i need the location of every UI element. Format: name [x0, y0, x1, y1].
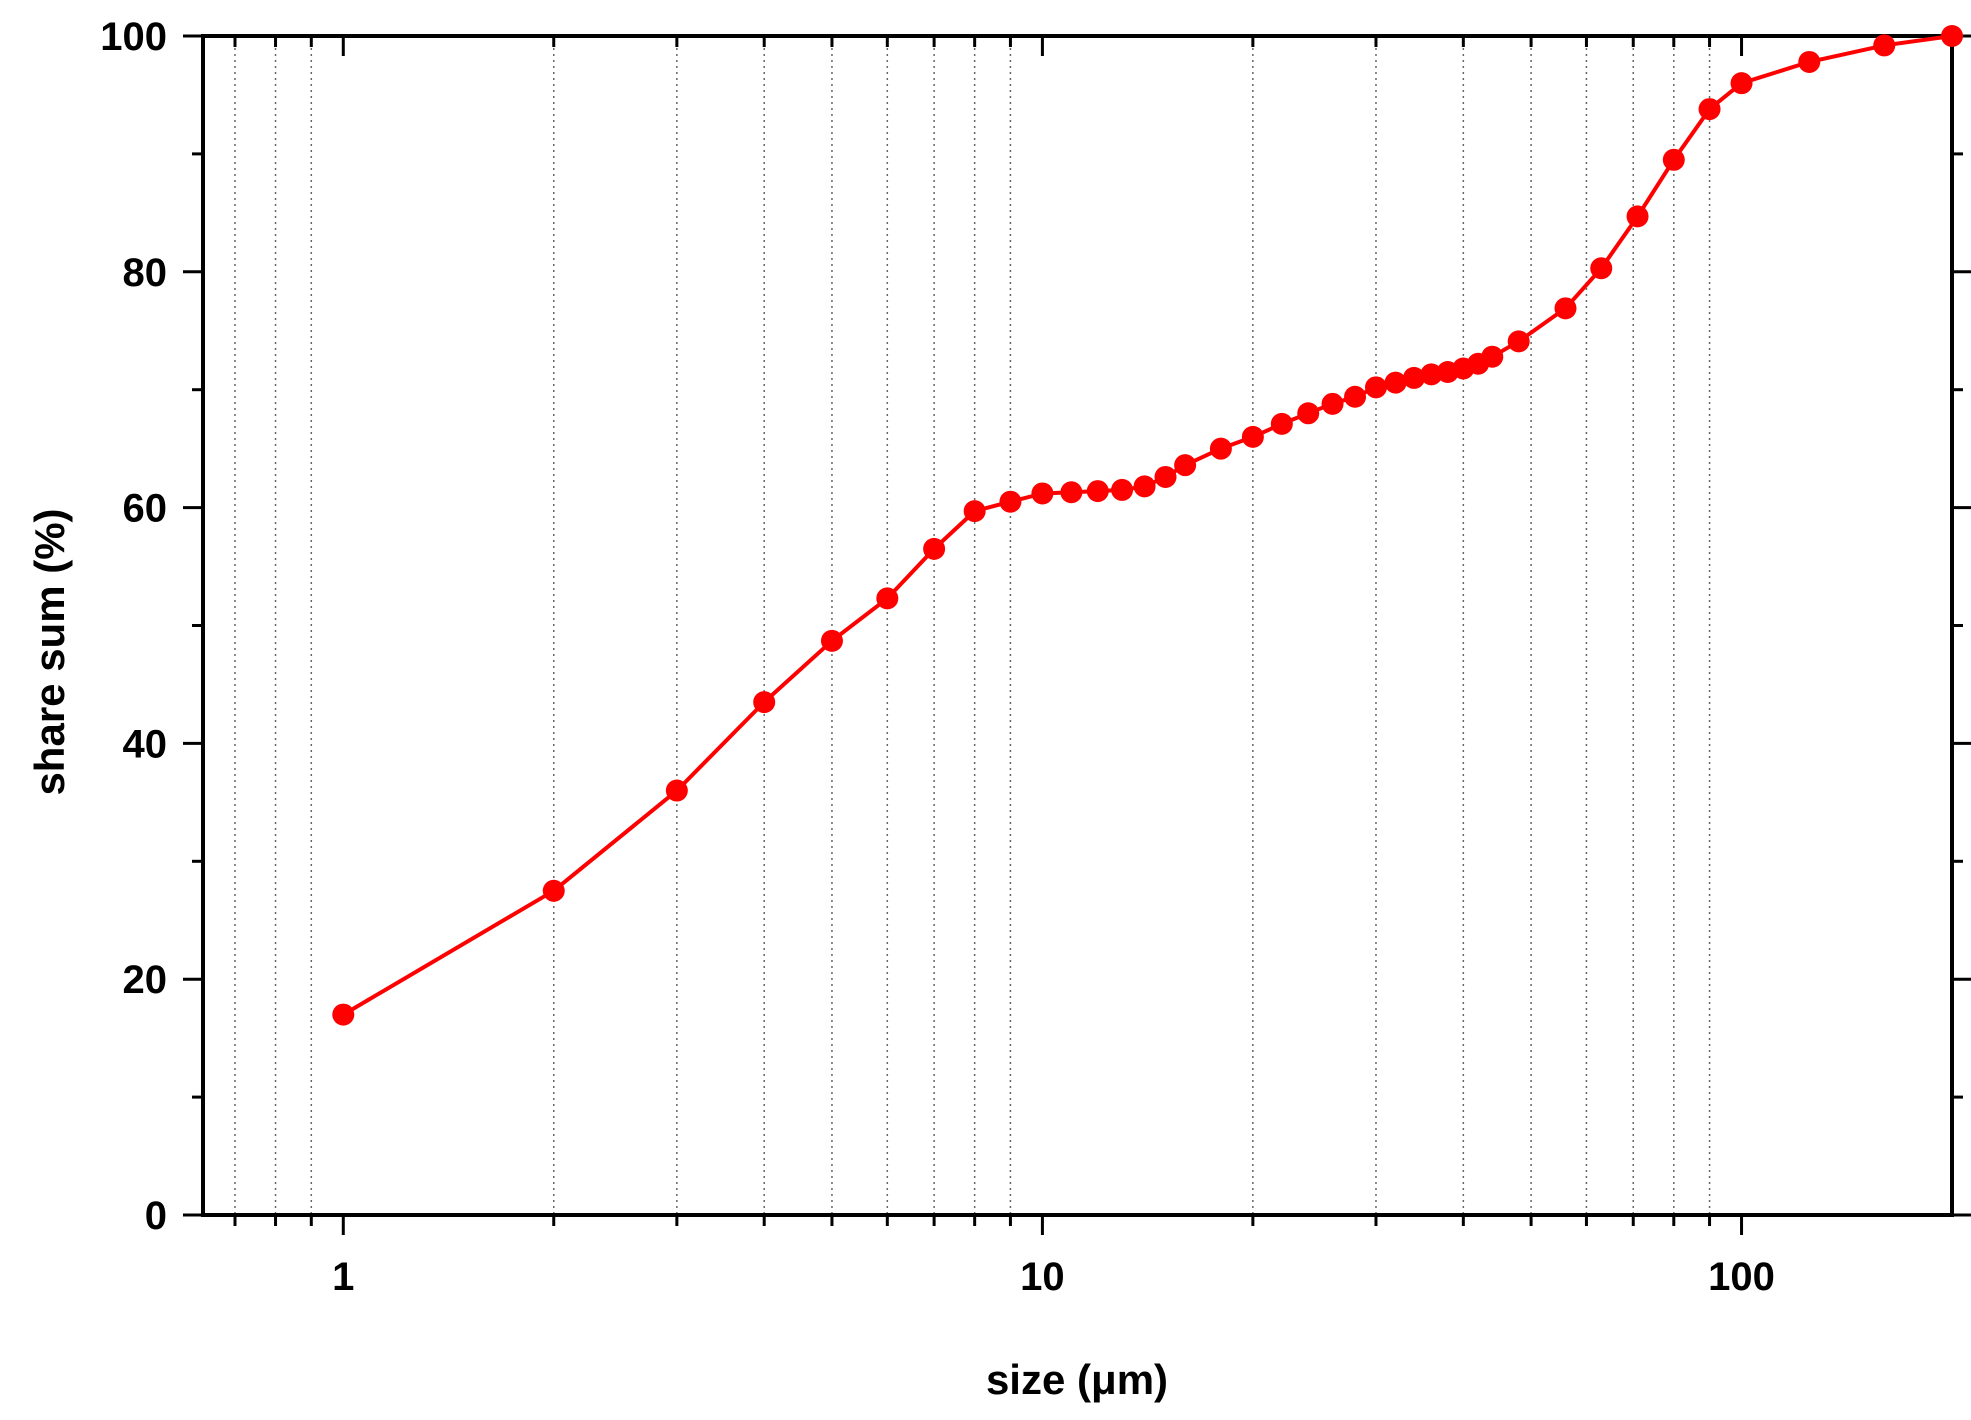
data-point: [1270, 412, 1293, 435]
y-tick-label: 20: [123, 958, 168, 1002]
grid-layer: [234, 36, 1711, 1215]
axis-layer: 1 10 100 0 20 40 60 80 100: [100, 15, 1971, 1299]
x-axis-title: size (μm): [986, 1356, 1168, 1403]
data-point: [753, 691, 776, 714]
x-tick-label: 100: [1708, 1255, 1775, 1299]
y-tick-label: 80: [123, 251, 168, 295]
data-point: [1154, 465, 1177, 488]
series-layer: [332, 25, 1963, 1026]
data-point: [1590, 257, 1613, 280]
data-point: [1798, 50, 1821, 73]
data-point: [1662, 148, 1685, 171]
data-point: [1364, 376, 1387, 399]
y-tick-label: 100: [100, 15, 167, 59]
data-point: [665, 779, 688, 802]
y-tick-label: 60: [123, 487, 168, 531]
data-point: [1507, 330, 1530, 353]
data-point: [876, 587, 899, 610]
data-point: [1111, 478, 1134, 501]
data-point: [1060, 481, 1083, 504]
x-tick-label: 1: [332, 1255, 354, 1299]
data-point: [1402, 366, 1425, 389]
data-point: [820, 629, 843, 652]
data-point: [999, 490, 1022, 513]
data-point: [1420, 363, 1443, 386]
data-point: [1626, 205, 1649, 228]
data-point: [1209, 437, 1232, 460]
data-point: [1321, 392, 1344, 415]
series-line: [342, 34, 1953, 1017]
y-tick-label: 0: [145, 1194, 167, 1238]
data-point: [1086, 480, 1109, 503]
y-axis-title: share sum (%): [26, 508, 73, 795]
data-point: [332, 1003, 355, 1026]
data-point: [1481, 345, 1504, 368]
data-point: [542, 879, 565, 902]
data-point: [1941, 25, 1963, 47]
data-point: [1554, 297, 1577, 320]
data-point: [1344, 385, 1367, 408]
data-point: [1384, 371, 1407, 394]
data-point: [1031, 482, 1054, 505]
data-point: [1873, 34, 1896, 57]
y-tick-label: 40: [123, 722, 168, 766]
data-point: [963, 500, 986, 523]
data-point: [1241, 425, 1264, 448]
plot-frame: [201, 34, 1954, 1217]
data-point: [923, 537, 946, 560]
data-point: [1174, 454, 1197, 477]
data-point: [1730, 72, 1753, 95]
data-point: [1698, 98, 1721, 121]
x-tick-label: 10: [1020, 1255, 1065, 1299]
data-point: [1133, 475, 1156, 498]
data-point: [1297, 402, 1320, 425]
